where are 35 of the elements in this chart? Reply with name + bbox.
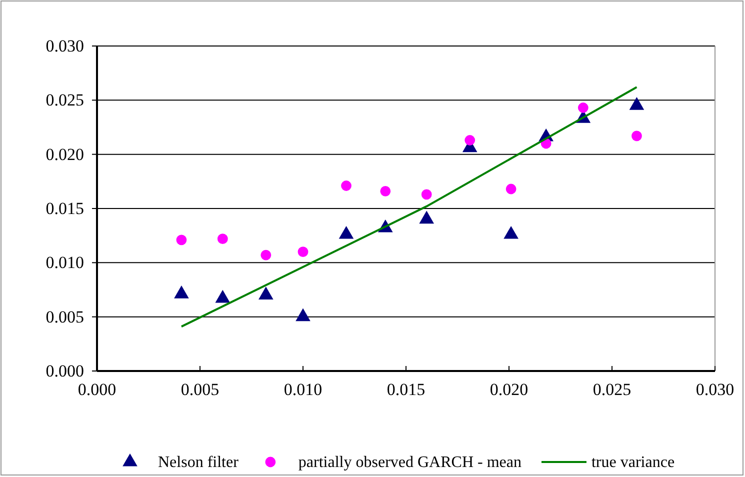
point [260,250,272,260]
point [632,130,642,142]
x-tick-label: 0.005 [180,380,220,400]
x-tick-label: 0.025 [592,380,632,400]
y-tick-label: 0.015 [46,198,84,218]
point [464,135,476,146]
legend-label: partially observed GARCH - mean [298,454,522,471]
point [296,308,310,322]
x-tick-label: 0.000 [78,380,116,400]
point [217,234,228,244]
point [174,286,189,298]
x-tick-label: 0.020 [490,380,528,400]
point [341,180,352,191]
point [421,189,432,200]
y-tick-label: 0.010 [46,253,84,272]
legend-label: true variance [591,454,675,471]
point [419,210,434,224]
legend-label: Nelson filter [158,454,240,471]
y-tick-label: 0.025 [46,90,84,110]
point [380,186,391,196]
point [338,226,354,239]
y-tick-label: 0.005 [46,307,84,326]
x-tick-label: 0.015 [386,380,426,400]
point [506,184,516,194]
point [578,102,588,113]
point [298,246,308,258]
y-tick-label: 0.030 [46,36,84,56]
y-tick-label: 0.000 [46,361,84,380]
x-tick-label: 0.030 [696,380,734,400]
point [504,226,518,239]
point [215,290,230,303]
x-tick-label: 0.010 [284,380,322,400]
point [258,286,274,300]
y-tick-label: 0.020 [46,144,84,164]
point [176,234,187,246]
